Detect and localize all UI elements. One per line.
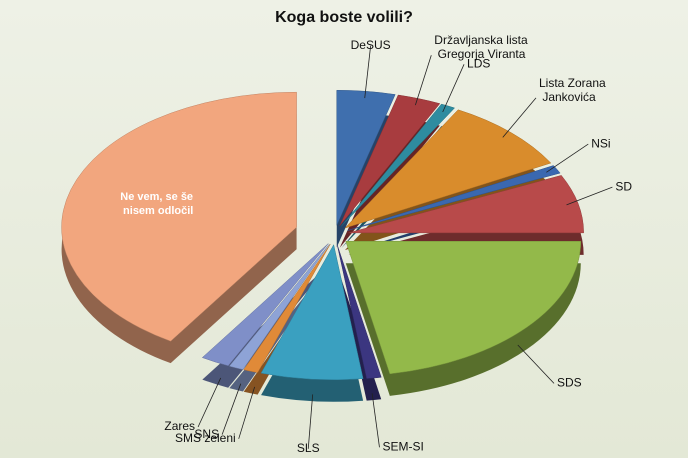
slice-label: SEM-SI <box>382 440 423 454</box>
slice-label: DeSUS <box>351 38 391 52</box>
leader-line <box>566 186 613 206</box>
slice <box>348 175 584 234</box>
slice-label: Zares <box>164 419 195 433</box>
leader-line <box>414 55 432 106</box>
slice-label: Lista Zorana Jankovića <box>539 76 606 104</box>
leader-line <box>238 386 256 439</box>
slice-label: Ne vem, se še nisem odločil <box>120 191 193 217</box>
slice-label: SLS <box>297 441 320 455</box>
leader-line <box>517 344 555 384</box>
slice <box>345 240 582 375</box>
leader-line <box>197 377 222 428</box>
slice <box>61 91 297 342</box>
leader-line <box>364 45 372 99</box>
slice <box>341 103 456 227</box>
slice <box>336 244 382 379</box>
leader-line <box>502 97 537 138</box>
slice-label: NSi <box>591 136 610 150</box>
slice-label: LDS <box>467 56 490 70</box>
slice <box>243 244 331 373</box>
leader-line <box>546 143 589 173</box>
slice-label: SMS zeleni <box>175 431 236 445</box>
leader-line <box>307 394 314 449</box>
slice <box>339 94 441 226</box>
slice-label: SDS <box>557 376 582 390</box>
leader-line <box>442 64 465 113</box>
slice-label: Državljanska lista Gregorja Viranta <box>434 33 528 61</box>
slice <box>344 109 552 229</box>
slice <box>228 243 330 370</box>
slice <box>201 243 329 367</box>
slice-label: SNS <box>194 427 219 441</box>
slice <box>347 165 561 231</box>
slice <box>260 244 364 380</box>
leader-line <box>221 383 242 435</box>
slice <box>336 90 396 226</box>
chart-title: Koga boste volili? <box>275 9 413 26</box>
leader-line <box>371 393 380 448</box>
slice-label: SD <box>615 179 632 193</box>
